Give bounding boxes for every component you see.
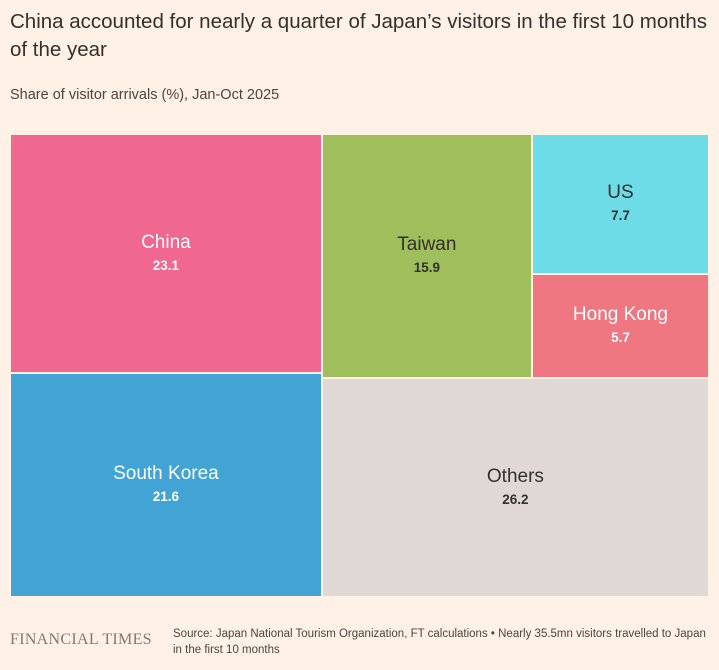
tile-value-others: 26.2	[502, 491, 529, 507]
chart-subtitle: Share of visitor arrivals (%), Jan-Oct 2…	[10, 87, 280, 103]
tile-label-hong-kong: Hong Kong	[572, 304, 668, 326]
tile-label-china: China	[141, 231, 191, 253]
tile-china: China 23.1	[10, 134, 322, 374]
tile-others: Others 26.2	[321, 378, 709, 597]
tile-value-taiwan: 15.9	[413, 260, 441, 276]
tile-value-us: 7.7	[611, 208, 630, 224]
tile-value-china: 23.1	[152, 257, 180, 273]
tile-label-taiwan: Taiwan	[397, 234, 457, 256]
chart-title: China accounted for nearly a quarter of …	[10, 10, 707, 61]
tile-label-us: US	[607, 182, 634, 204]
tile-taiwan: Taiwan 15.9	[321, 134, 532, 379]
tile-us: US 7.7	[531, 134, 709, 275]
tile-hong-kong: Hong Kong 5.7	[531, 274, 709, 379]
tile-label-others: Others	[486, 465, 544, 487]
tile-label-south-korea: South Korea	[113, 463, 219, 485]
tile-value-south-korea: 21.6	[152, 489, 180, 505]
financial-times-logo: FINANCIAL TIMES	[10, 631, 152, 648]
source-note: Source: Japan National Tourism Organizat…	[173, 628, 706, 656]
tile-value-hong-kong: 5.7	[611, 330, 630, 346]
treemap-chart: China 23.1 South Korea 21.6 Taiwan 15.9 US 7.7 H…	[10, 134, 709, 597]
tile-south-korea: South Korea 21.6	[10, 373, 322, 597]
